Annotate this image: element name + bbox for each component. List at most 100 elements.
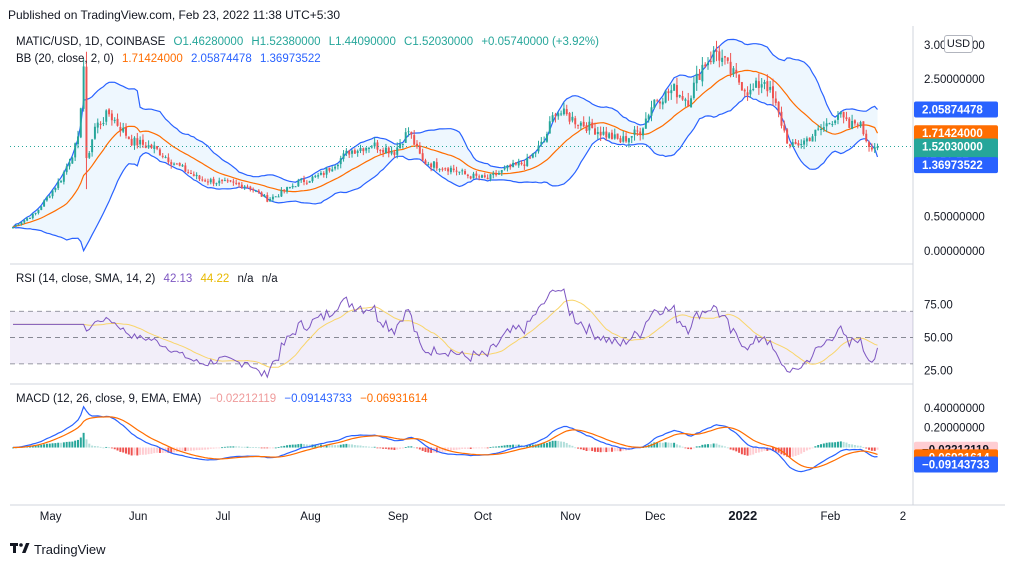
candle-body [359,148,362,151]
macd-histogram-bar [673,442,676,448]
candle-body [548,121,551,134]
candle-body [780,111,783,126]
macd-histogram-bar [851,444,854,448]
candle-body [51,190,54,197]
candle-body [37,209,40,214]
candle-body [79,108,82,138]
macd-histogram-bar [658,442,661,448]
macd-histogram-bar [393,447,396,450]
macd-histogram-bar [845,442,848,448]
brand-name: TradingView [34,541,106,557]
candle-body [684,99,687,101]
candle-body [805,138,808,142]
macd-histogram-bar [410,446,413,448]
candle-body [661,101,664,105]
candle-body [647,115,650,120]
candle-body [119,127,122,132]
candle-body [726,57,729,61]
macd-histogram-bar [382,447,385,449]
candle-body [455,170,458,172]
candle-body [545,133,548,142]
candle-body [517,162,520,166]
candle-body [678,95,681,97]
macd-histogram-bar [729,447,732,450]
candle-body [76,136,79,145]
candle-body [396,147,399,155]
macd-histogram-bar [738,447,741,453]
macd-histogram-bar [221,447,224,449]
currency-button[interactable]: USD [944,35,973,53]
candle-body [161,155,164,157]
candle-body [311,176,314,182]
macd-histogram-bar [223,446,226,448]
candle-body [458,171,461,173]
candle-body [492,173,495,176]
macd-histogram-bar [839,441,842,448]
macd-histogram-bar [336,445,339,448]
bb-basis-badge: 1.71424000 [922,128,983,140]
candle-body [571,116,574,121]
candle-body [856,124,859,126]
candle-body [642,128,645,136]
published-header: Published on TradingView.com, Feb 23, 20… [8,8,341,22]
candle-body [763,81,766,84]
macd-histogram-bar [797,447,800,455]
macd-histogram-bar [805,447,808,451]
candle-body [670,90,673,94]
candle-body [362,148,365,152]
macd-histogram-bar [709,444,712,448]
candle-body [331,169,334,172]
macd-histogram-bar [359,445,362,448]
candle-body [740,82,743,91]
macd-histogram-bar [286,445,289,448]
candle-body [822,127,825,130]
candle-body [715,50,718,52]
candle-body [627,138,630,143]
candle-body [523,164,526,167]
macd-histogram-bar [133,447,136,456]
macd-hist-value: −0.02212119 [209,393,277,405]
candle-body [308,181,311,183]
candle-body [444,168,447,170]
macd-histogram-bar [825,442,828,448]
candle-body [297,180,300,187]
candle-body [28,217,31,219]
macd-histogram-bar [718,444,721,448]
rsi-line [13,288,878,379]
macd-histogram-bar [399,447,402,449]
macd-histogram-bar [136,447,139,456]
candle-body [221,180,224,182]
candle-body [82,66,85,109]
macd-histogram-bar [834,442,837,448]
candle-body [489,174,492,180]
candle-body [334,166,337,169]
candle-body [102,122,105,124]
macd-histogram-bar [206,447,209,450]
macd-histogram-bar [252,447,255,448]
macd-histogram-bar [153,447,156,454]
macd-histogram-bar [577,447,580,449]
candle-body [209,179,212,183]
macd-histogram-bar [495,446,498,448]
candle-body [60,181,63,183]
candle-body [851,120,854,129]
candle-body [591,122,594,129]
candle-body [701,64,704,82]
candle-body [376,142,379,150]
macd-histogram-bar [435,447,438,453]
candle-body [774,98,777,103]
logo-icon [10,543,30,553]
candle-body [695,73,698,84]
bb-basis-value: 1.71424000 [122,53,183,65]
macd-histogram-bar [707,444,709,448]
candle-body [757,81,760,89]
candle-body [136,138,139,146]
candle-body [537,145,540,152]
macd-histogram-bar [661,442,664,448]
macd-histogram-bar [602,447,605,452]
macd-histogram-bar [472,447,475,449]
tradingview-footer: TradingView [10,541,106,557]
candle-body [865,133,868,142]
candle-body [622,136,625,142]
